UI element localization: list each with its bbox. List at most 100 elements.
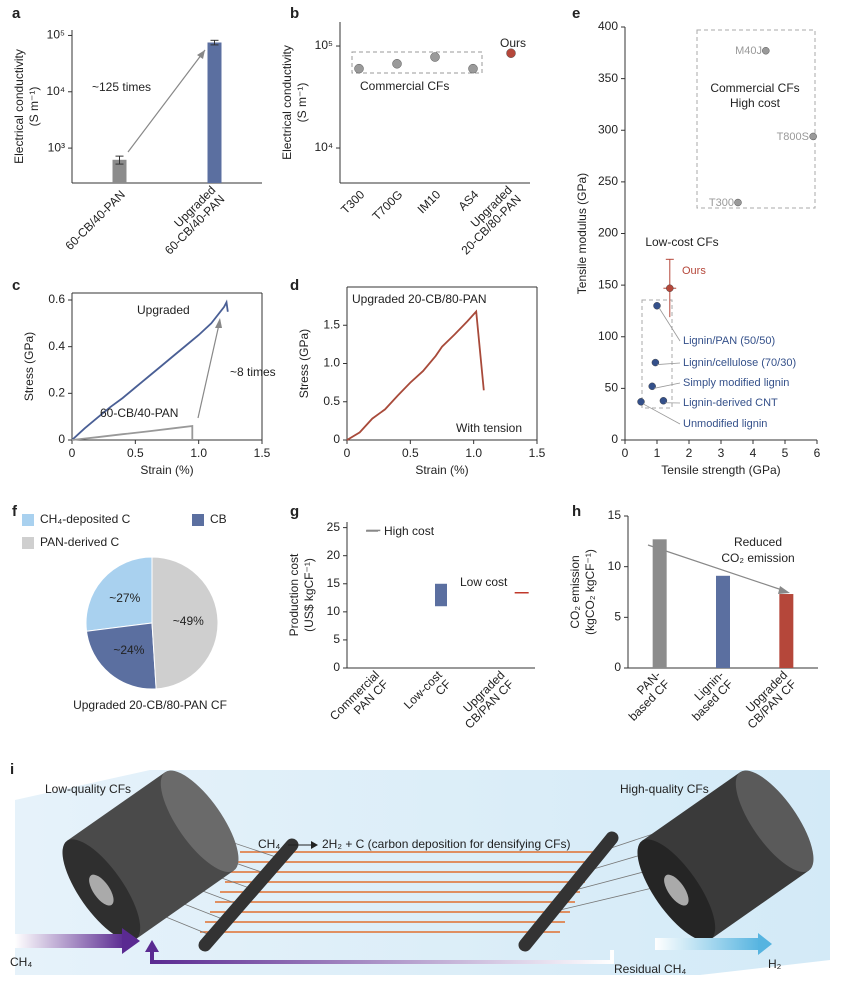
y-tick-label: 0 — [333, 432, 340, 446]
legend-swatch — [192, 514, 204, 526]
y-tick-label: 100 — [598, 329, 618, 343]
bar — [207, 42, 222, 183]
point — [809, 132, 817, 141]
panel-label: c — [12, 277, 20, 294]
line — [71, 299, 229, 441]
annotation: Commercial CFs — [360, 79, 449, 93]
x-tick-label: 0 — [69, 446, 76, 460]
bar — [779, 594, 794, 668]
x-tick-label: 0.5 — [402, 446, 419, 460]
point — [354, 63, 364, 74]
panel-label: g — [290, 503, 299, 520]
y-tick-label: 5 — [614, 610, 621, 624]
point-label: Lignin/cellulose (70/30) — [683, 357, 796, 369]
x-tick-label: T300 — [338, 187, 367, 216]
point-label: Lignin/PAN (50/50) — [683, 335, 775, 347]
x-tick-label: 60-CB/40-PAN — [62, 187, 127, 252]
diagram-label: Low-quality CFs — [45, 782, 131, 796]
x-tick-label: 3 — [718, 446, 725, 460]
process-diagram — [15, 770, 830, 975]
arrow-head — [197, 50, 205, 59]
y-tick-label: 1.5 — [323, 317, 340, 331]
legend-label: CH₄-deposited C — [40, 512, 131, 526]
y-tick-label: 5 — [333, 632, 340, 646]
x-tick-label: 1.5 — [254, 446, 271, 460]
diagram-label: High-quality CFs — [620, 782, 709, 796]
panel-label: a — [12, 5, 21, 22]
x-tick-label: 0 — [622, 446, 629, 460]
x-tick-label: 1.0 — [190, 446, 207, 460]
panel-label: e — [572, 5, 580, 22]
annotation: Low cost — [460, 575, 508, 589]
y-tick-label: 15 — [327, 576, 341, 590]
y-axis-label: Stress (GPa) — [297, 329, 311, 398]
x-tick-label: 0.5 — [127, 446, 144, 460]
y-tick-label: 0.6 — [48, 292, 65, 306]
leader-line — [642, 403, 681, 425]
x-tick-label: T700G — [370, 187, 406, 223]
pie-slice — [85, 622, 157, 690]
y-tick-label: 0.5 — [323, 394, 340, 408]
y-axis-label: Tensile modulus (GPa) — [575, 173, 589, 294]
y-tick-label: 10⁴ — [46, 84, 65, 98]
line — [346, 309, 485, 441]
annotation: High cost — [384, 524, 435, 538]
y-tick-label: 10⁴ — [314, 140, 333, 154]
y-axis-label: Electrical conductivity — [280, 45, 294, 160]
x-tick-label: 1 — [654, 446, 661, 460]
point — [430, 52, 440, 62]
y-axis-label: Electrical conductivity — [12, 49, 26, 164]
panel-label: f — [12, 503, 18, 520]
arrow — [127, 49, 206, 153]
panel-label: b — [290, 5, 299, 22]
y-tick-label: 0.2 — [48, 386, 65, 400]
value-label: ~24% — [113, 643, 144, 657]
annotation: Ours — [500, 36, 526, 50]
arrow-head — [145, 940, 159, 952]
arrow-head — [311, 841, 318, 849]
panel-label: i — [10, 761, 14, 778]
series-label: 60-CB/40-PAN — [100, 406, 178, 420]
y-axis-label: (US$ kgCF⁻¹) — [302, 558, 316, 632]
bar — [652, 539, 667, 668]
annotation: Commercial CFs — [710, 81, 799, 95]
y-axis-label: CO₂ emission — [568, 555, 582, 628]
pie-slice — [151, 556, 219, 690]
point-label: Simply modified lignin — [683, 377, 789, 389]
diagram-label: H₂ — [768, 957, 782, 971]
y-tick-label: 20 — [327, 548, 341, 562]
point — [734, 198, 742, 207]
return-arrow — [150, 950, 614, 964]
y-tick-label: 0 — [333, 660, 340, 674]
bar — [716, 575, 730, 668]
arrow-head — [122, 928, 140, 954]
value-label: ~49% — [173, 614, 204, 628]
annotation: CO₂ emission — [721, 551, 794, 565]
point-label: T300 — [709, 197, 734, 209]
x-axis-label: Strain (%) — [140, 463, 193, 477]
y-tick-label: 1.0 — [323, 356, 340, 370]
annotation: High cost — [730, 96, 781, 110]
series-label: Upgraded 20-CB/80-PAN — [352, 292, 487, 306]
annotation: ~125 times — [92, 80, 151, 94]
point-label: T800S — [777, 131, 809, 143]
x-tick-label: 5 — [782, 446, 789, 460]
arrow-head — [758, 933, 772, 955]
arrow — [647, 544, 786, 592]
point — [666, 284, 674, 292]
panel-label: h — [572, 503, 581, 520]
y-tick-label: 300 — [598, 122, 618, 136]
y-tick-label: 250 — [598, 174, 618, 188]
spool-left — [62, 770, 239, 941]
x-tick-label: 0 — [344, 446, 351, 460]
arrow-head — [215, 318, 222, 328]
range-bar — [435, 583, 447, 607]
x-tick-label: 4 — [750, 446, 757, 460]
diagram-label: Residual CH₄ — [614, 962, 686, 976]
point — [648, 382, 656, 391]
y-tick-label: 0 — [58, 432, 65, 446]
point — [637, 398, 645, 406]
y-tick-label: 400 — [598, 19, 618, 33]
annotation: With tension — [456, 421, 522, 435]
annotation: Low-cost CFs — [645, 235, 718, 249]
